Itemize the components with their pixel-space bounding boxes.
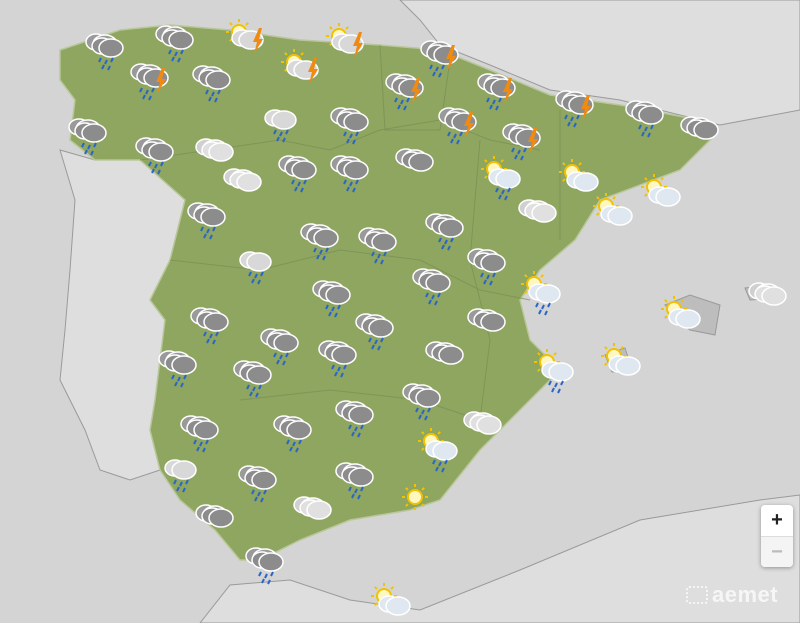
weather-icon-rain[interactable] xyxy=(245,547,284,585)
weather-icon-cloud-light[interactable] xyxy=(463,411,502,435)
weather-icon-rain[interactable] xyxy=(318,340,357,378)
weather-icon-rain[interactable] xyxy=(260,328,299,366)
weather-icon-sun-storm[interactable] xyxy=(281,49,319,84)
weather-icon-rain[interactable] xyxy=(300,223,339,261)
weather-icon-lightrain[interactable] xyxy=(264,109,297,143)
weather-icon-rain[interactable] xyxy=(68,118,107,156)
weather-icon-storm[interactable] xyxy=(502,123,541,161)
weather-icon-rain[interactable] xyxy=(335,400,374,438)
weather-icon-storm[interactable] xyxy=(130,63,169,101)
weather-icon-storm[interactable] xyxy=(420,40,459,78)
weather-icon-rain[interactable] xyxy=(180,415,219,453)
weather-icon-cloud[interactable] xyxy=(425,341,464,365)
weather-icon-cloud-light[interactable] xyxy=(223,168,262,192)
weather-icon-rain[interactable] xyxy=(158,350,197,388)
forecast-icons xyxy=(68,19,787,616)
weather-icon-rain[interactable] xyxy=(190,307,229,345)
weather-icon-storm[interactable] xyxy=(385,73,424,111)
weather-icon-sun-cloud[interactable] xyxy=(371,583,411,616)
weather-icon-rain[interactable] xyxy=(335,462,374,500)
weather-icon-rain[interactable] xyxy=(312,280,351,318)
weather-icon-lightrain[interactable] xyxy=(164,459,197,493)
weather-icon-rain[interactable] xyxy=(233,360,272,398)
weather-icon-sun-rain[interactable] xyxy=(521,271,561,316)
weather-icon-sun-cloud[interactable] xyxy=(601,343,641,376)
spain-land xyxy=(59,24,717,561)
weather-icon-storm[interactable] xyxy=(477,73,516,111)
weather-icon-rain[interactable] xyxy=(273,415,312,453)
weather-icon-sun-rain[interactable] xyxy=(418,428,458,473)
weather-icon-rain[interactable] xyxy=(355,313,394,351)
weather-icon-storm[interactable] xyxy=(438,107,477,145)
weather-icon-rain[interactable] xyxy=(238,465,277,503)
weather-icon-lightrain[interactable] xyxy=(239,251,272,285)
weather-icon-storm[interactable] xyxy=(555,90,594,128)
aemet-logo: aemet xyxy=(686,582,778,608)
weather-icon-sun-cloud[interactable] xyxy=(559,159,599,192)
weather-icon-rain[interactable] xyxy=(187,202,226,240)
weather-icon-rain[interactable] xyxy=(625,100,664,138)
weather-icon-rain[interactable] xyxy=(85,33,124,71)
weather-icon-rain[interactable] xyxy=(467,248,506,286)
weather-icon-rain[interactable] xyxy=(155,25,194,63)
weather-icon-rain[interactable] xyxy=(358,227,397,265)
weather-icon-sun-cloud[interactable] xyxy=(661,296,701,329)
aemet-logo-text: aemet xyxy=(712,582,779,607)
weather-icon-rain[interactable] xyxy=(278,155,317,193)
weather-icon-cloud-light[interactable] xyxy=(748,282,787,306)
weather-icon-cloud-light[interactable] xyxy=(195,138,234,162)
weather-icon-rain[interactable] xyxy=(192,65,231,103)
weather-icon-rain[interactable] xyxy=(330,107,369,145)
weather-icon-sun-cloud[interactable] xyxy=(593,193,633,226)
zoom-control: + − xyxy=(761,505,793,567)
zoom-in-button[interactable]: + xyxy=(761,505,793,537)
aemet-logo-icon xyxy=(686,586,708,604)
weather-icon-rain[interactable] xyxy=(135,137,174,175)
weather-icon-cloud[interactable] xyxy=(395,148,434,172)
weather-icon-cloud[interactable] xyxy=(195,504,234,528)
weather-icon-sun[interactable] xyxy=(402,484,428,510)
weather-icon-cloud-light[interactable] xyxy=(293,496,332,520)
weather-icon-rain[interactable] xyxy=(330,155,369,193)
weather-icon-sun-rain[interactable] xyxy=(534,349,574,394)
zoom-out-button[interactable]: − xyxy=(761,537,793,567)
weather-icon-sun-storm[interactable] xyxy=(326,23,364,58)
weather-icon-sun-storm[interactable] xyxy=(226,19,264,54)
weather-icon-sun-cloud[interactable] xyxy=(641,174,681,207)
weather-icon-cloud-light[interactable] xyxy=(518,199,557,223)
weather-icon-cloud[interactable] xyxy=(467,308,506,332)
weather-icon-rain[interactable] xyxy=(412,268,451,306)
weather-icon-cloud[interactable] xyxy=(680,116,719,140)
weather-icon-sun-rain[interactable] xyxy=(481,156,521,201)
weather-icon-rain[interactable] xyxy=(425,213,464,251)
weather-icon-rain[interactable] xyxy=(402,383,441,421)
